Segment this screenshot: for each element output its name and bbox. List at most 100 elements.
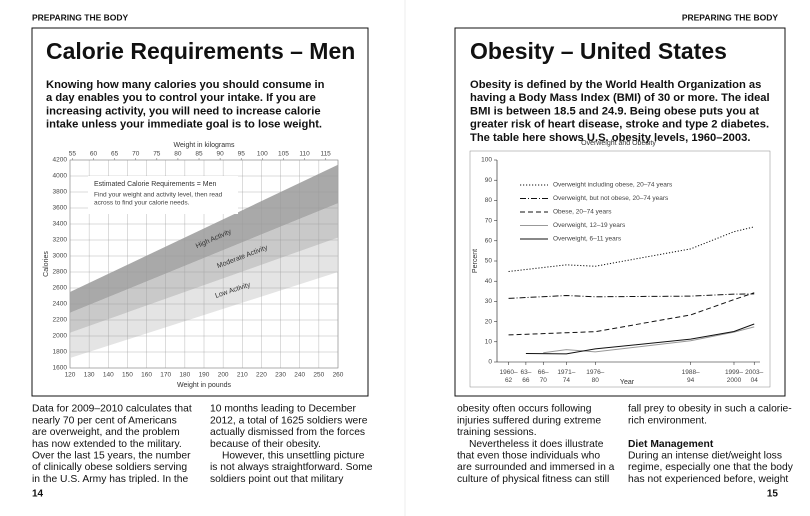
legend-label: Overweight, 6–11 years xyxy=(553,236,622,243)
x2-tick-label: 95 xyxy=(238,151,246,158)
x-tick-label: 150 xyxy=(122,372,133,379)
y-tick-label: 3800 xyxy=(53,189,68,196)
series-line xyxy=(508,292,755,336)
x-tick-label: 180 xyxy=(179,372,190,379)
x-tick-label: 1960– 62 xyxy=(500,369,518,384)
x-axis-title: Weight in pounds xyxy=(177,382,231,389)
chart-title: Overweight and Obesity xyxy=(581,140,656,147)
x2-axis-title: Weight in kilograms xyxy=(174,142,235,149)
x-tick-label: 1988– 94 xyxy=(682,369,700,384)
x2-tick-label: 90 xyxy=(217,151,225,158)
series-line xyxy=(508,293,755,299)
y-tick-label: 60 xyxy=(485,238,493,245)
body-line: injuries suffered during extreme xyxy=(457,415,601,426)
legend-label: Overweight including obese, 20–74 years xyxy=(553,182,673,189)
x-tick-label: 1999– 2000 xyxy=(725,369,743,384)
intro-line: greater risk of heart disease, stroke an… xyxy=(470,119,769,131)
body-line: actually dismissed from the forces xyxy=(210,427,365,438)
panel-box xyxy=(454,27,786,397)
y-tick-label: 50 xyxy=(485,258,493,265)
x-tick-label: 200 xyxy=(218,372,229,379)
y-tick-label: 20 xyxy=(485,318,493,325)
body-line: of clinically obese soldiers serving xyxy=(32,462,187,473)
x-tick-label: 66– 70 xyxy=(538,369,549,384)
body-line: soldiers point out that military xyxy=(210,474,344,485)
x-tick-label: 1976– 80 xyxy=(586,369,604,384)
y-tick-label: 10 xyxy=(485,339,493,346)
body-line: are surrounded and immersed in a xyxy=(457,462,615,473)
body-line: obesity often occurs following xyxy=(457,404,592,415)
y-tick-label: 4000 xyxy=(53,173,68,180)
series-line xyxy=(525,323,755,355)
x-tick-label: 2003– 04 xyxy=(745,369,763,384)
intro-line: The table here shows U.S. obesity levels… xyxy=(470,132,750,144)
chart-note-title: Estimated Calorie Requirements = Men xyxy=(94,181,216,188)
chart-frame xyxy=(469,150,771,388)
x2-tick-label: 70 xyxy=(132,151,140,158)
x2-tick-label: 80 xyxy=(174,151,182,158)
intro-line: Obesity is defined by the World Health O… xyxy=(470,79,761,91)
intro-line: intake unless your immediate goal is to … xyxy=(46,119,322,131)
x-tick-label: 240 xyxy=(294,372,305,379)
body-line: During an intense diet/weight loss xyxy=(628,451,782,462)
y-tick-label: 3600 xyxy=(53,205,68,212)
body-line: rich environment. xyxy=(628,415,707,426)
body-line: 2012, a total of 1625 soldiers were xyxy=(210,415,368,426)
y-tick-label: 0 xyxy=(488,359,492,366)
chart-note: across to find your calorie needs. xyxy=(94,200,190,207)
running-head: PREPARING THE BODY xyxy=(32,12,129,22)
y-axis-title: Percent xyxy=(472,249,479,273)
y-tick-label: 90 xyxy=(485,177,493,184)
y-tick-label: 80 xyxy=(485,197,493,204)
body-line: culture of physical fitness can still xyxy=(457,474,609,485)
x-tick-label: 250 xyxy=(313,372,324,379)
series-line xyxy=(508,226,755,273)
body-line: in the U.S. Army has tripled. In the xyxy=(32,474,189,485)
body-line: Over the last 15 years, the number xyxy=(32,451,191,462)
y-tick-label: 2600 xyxy=(53,285,68,292)
x2-tick-label: 55 xyxy=(69,151,77,158)
intro-line: BMI is between 18.5 and 24.9. Being obes… xyxy=(470,105,759,117)
y-tick-label: 2200 xyxy=(53,317,68,324)
x-tick-label: 160 xyxy=(141,372,152,379)
panel-title: Obesity – United States xyxy=(470,38,727,64)
y-tick-label: 4200 xyxy=(53,157,68,164)
y-tick-label: 3000 xyxy=(53,253,68,260)
y-tick-label: 2400 xyxy=(53,301,68,308)
y-tick-label: 30 xyxy=(485,298,493,305)
x-tick-label: 220 xyxy=(256,372,267,379)
x-tick-label: 63– 66 xyxy=(520,369,531,384)
y-tick-label: 2000 xyxy=(53,333,68,340)
body-line: has now extended to the military. xyxy=(32,439,182,450)
legend-label: Overweight, 12–19 years xyxy=(553,222,626,229)
page-number: 15 xyxy=(767,489,779,500)
x-tick-label: 170 xyxy=(160,372,171,379)
x-tick-label: 140 xyxy=(103,372,114,379)
page-number: 14 xyxy=(32,489,44,500)
intro-line: Knowing how many calories you should con… xyxy=(46,79,325,91)
y-tick-label: 1800 xyxy=(53,349,68,356)
subheading: Diet Management xyxy=(628,439,714,450)
x-tick-label: 1971– 74 xyxy=(557,369,575,384)
x2-tick-label: 85 xyxy=(195,151,203,158)
series-line xyxy=(543,326,755,354)
x-tick-label: 260 xyxy=(333,372,344,379)
legend-label: Obese, 20–74 years xyxy=(553,209,612,216)
body-line: However, this unsettling picture xyxy=(222,451,365,462)
body-line: nearly 70 per cent of Americans xyxy=(32,415,177,426)
y-axis-title: Calories xyxy=(43,251,50,277)
panel-box xyxy=(31,27,369,397)
y-tick-label: 2800 xyxy=(53,269,68,276)
note-bg xyxy=(88,176,238,214)
body-line: are overweight, and the problem xyxy=(32,427,180,438)
body-line: fall prey to obesity in such a calorie- xyxy=(628,404,792,415)
intro-line: a day enables you to control your intake… xyxy=(46,92,316,104)
x-axis-title: Year xyxy=(620,379,635,386)
x-tick-label: 210 xyxy=(237,372,248,379)
body-line: regime, especially one that the body xyxy=(628,462,794,473)
chart-note: Find your weight and activity level, the… xyxy=(94,192,223,199)
body-line: is not always straightforward. Some xyxy=(210,462,373,473)
y-tick-label: 1600 xyxy=(53,365,68,372)
body-line: has not experienced before, weight xyxy=(628,474,788,485)
